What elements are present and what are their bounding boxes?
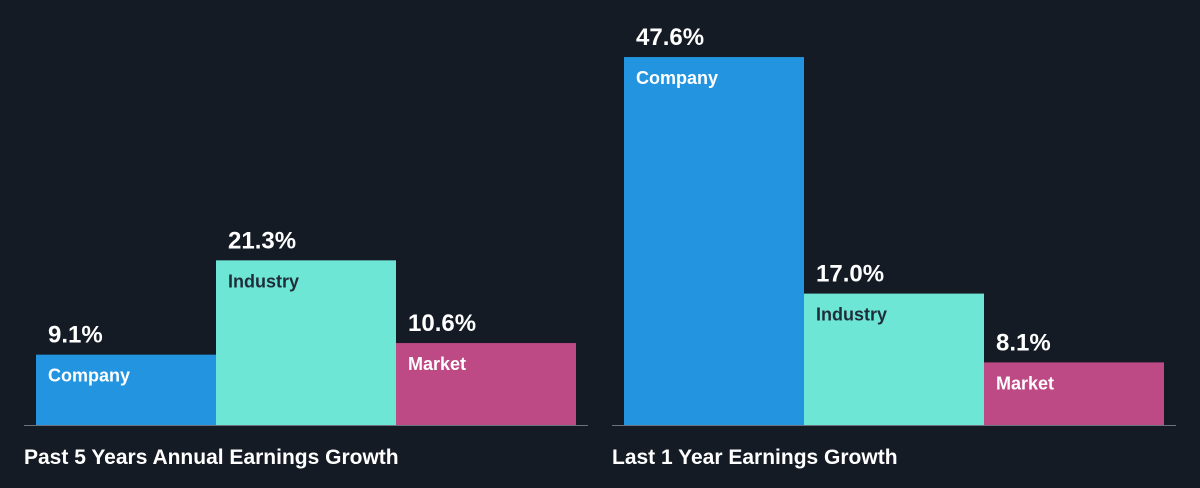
chart-title: Past 5 Years Annual Earnings Growth — [24, 446, 399, 469]
value-label-market: 10.6% — [408, 310, 476, 337]
value-label-company: 9.1% — [48, 322, 103, 349]
bar-label-industry: Industry — [816, 305, 887, 325]
chart-panel-1: Company 9.1% Industry 21.3% Market 10.6% Past … — [24, 227, 588, 469]
value-label-market: 8.1% — [996, 329, 1051, 356]
bar-market — [984, 362, 1164, 425]
chart-panel-2: Company 47.6% Industry 17.0% Market 8.1% Last … — [612, 24, 1176, 469]
chart-title: Last 1 Year Earnings Growth — [612, 446, 898, 469]
bar-label-market: Market — [996, 373, 1054, 393]
bar-market — [396, 343, 576, 425]
value-label-industry: 17.0% — [816, 261, 884, 288]
bar-company — [36, 354, 216, 425]
bar-industry — [216, 260, 396, 425]
bar-company — [624, 57, 804, 425]
value-label-company: 47.6% — [636, 24, 704, 51]
bar-label-company: Company — [636, 68, 718, 88]
bar-label-company: Company — [48, 366, 130, 386]
bar-label-market: Market — [408, 354, 466, 374]
bar-industry — [804, 293, 984, 425]
value-label-industry: 21.3% — [228, 227, 296, 254]
bar-label-industry: Industry — [228, 271, 299, 291]
